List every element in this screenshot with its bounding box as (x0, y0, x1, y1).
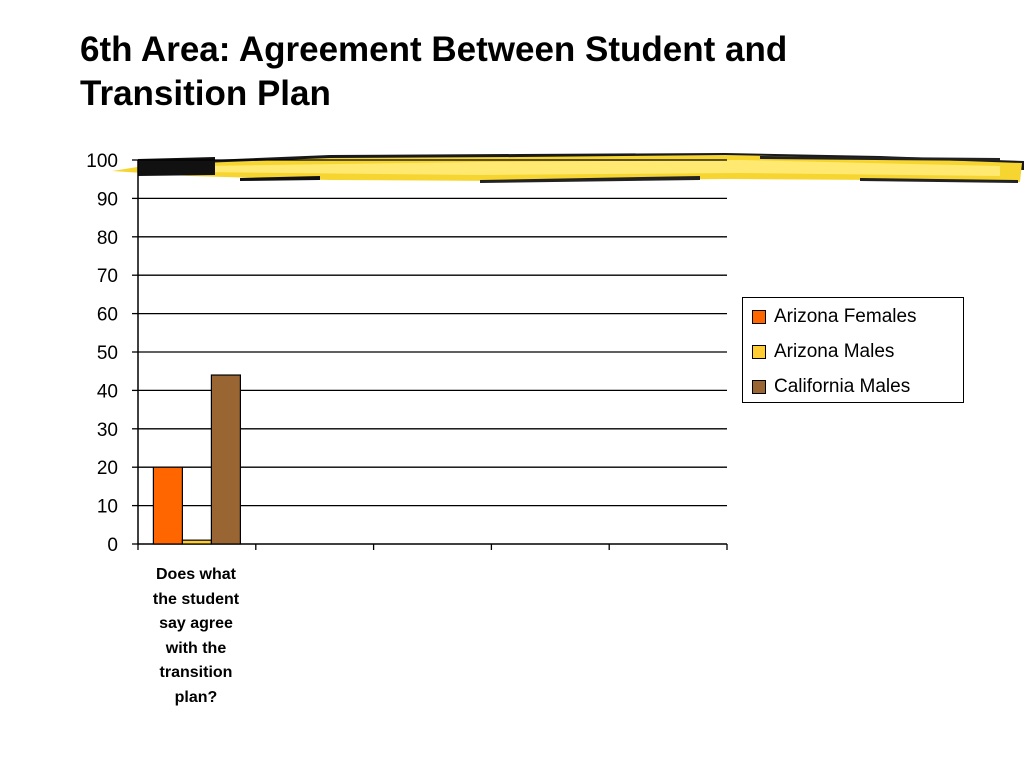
y-tick-label: 10 (97, 497, 118, 518)
y-tick-label: 60 (97, 305, 118, 326)
legend-item-arizona-males: Arizona Males (752, 341, 894, 363)
y-tick-label: 80 (97, 228, 118, 249)
bar-california-males (210, 374, 241, 545)
legend-item-california-males: California Males (752, 376, 910, 398)
legend-label: Arizona Males (774, 341, 895, 362)
slide-title-line-2: Transition Plan (80, 74, 331, 113)
legend-swatch (752, 345, 766, 359)
legend-label: California Males (774, 376, 911, 397)
y-tick-label: 100 (86, 151, 118, 172)
legend-item-arizona-females: Arizona Females (752, 306, 917, 328)
bar-arizona-males (181, 539, 212, 545)
y-tick-label: 40 (97, 381, 118, 402)
slide-title-line-1: 6th Area: Agreement Between Student and (80, 30, 788, 69)
bars (152, 374, 241, 545)
y-tick-label: 90 (97, 189, 118, 210)
slide-title: 6th Area: Agreement Between Student and … (80, 28, 980, 116)
legend-swatch (752, 380, 766, 394)
y-tick-label: 0 (107, 535, 118, 556)
x-category-label: Does what the student say agree with the… (152, 566, 240, 706)
legend: Arizona Females Arizona Males California… (742, 297, 964, 403)
brush-stroke-decoration (112, 153, 1024, 183)
legend-swatch (752, 310, 766, 324)
legend-label: Arizona Females (774, 306, 917, 327)
y-tick-label: 20 (97, 458, 118, 479)
y-tick-label: 50 (97, 343, 118, 364)
y-tick-label: 30 (97, 420, 118, 441)
y-tick-label: 70 (97, 266, 118, 287)
bar-arizona-females (152, 466, 183, 545)
y-axis-tick-labels: 0 10 20 30 40 50 60 70 80 90 100 (86, 151, 118, 556)
